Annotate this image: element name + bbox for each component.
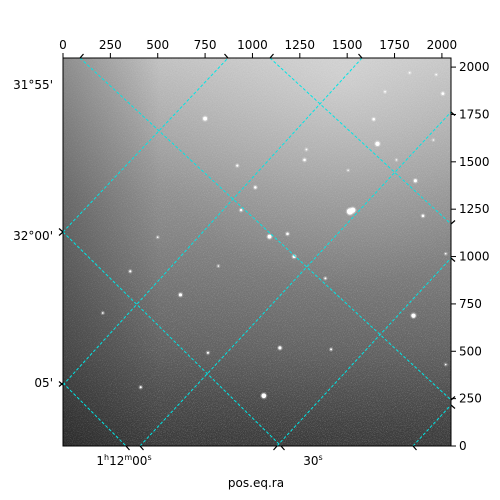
wcs-tick-15 [450, 257, 456, 262]
dec-tick-labels: 31°55' 32°00' 05' [13, 78, 53, 390]
top-tick-label-0: 0 [59, 38, 67, 52]
x-axis-title: pos.eq.ra [228, 476, 284, 490]
wcs-tick-4 [58, 231, 64, 236]
star-11 [178, 293, 183, 297]
top-tick-label-5: 1250 [285, 38, 316, 52]
top-tick-label-4: 1000 [237, 38, 268, 52]
top-tick-label-3: 750 [194, 38, 217, 52]
star-3 [375, 141, 380, 147]
wcs-ticks [58, 53, 456, 451]
star-14 [372, 117, 376, 121]
star-5 [411, 313, 416, 318]
dec-gridline-4 [276, 257, 451, 446]
star-23 [324, 277, 327, 280]
wcs-tick-5 [58, 228, 64, 233]
star-1 [350, 207, 356, 213]
star-24 [330, 348, 333, 351]
star-16 [305, 148, 308, 151]
dec-label-3: 05' [34, 376, 53, 390]
ra-tick-labels: 1h12m00s 30s [96, 453, 322, 468]
wcs-tick-3 [358, 53, 363, 59]
top-tick-label-1: 250 [99, 38, 122, 52]
star-21 [129, 270, 132, 273]
right-tick-label-4: 1000 [459, 250, 490, 264]
dec-gridline-3 [139, 111, 451, 446]
wcs-tick-12 [412, 445, 417, 451]
right-tick-label-2: 500 [459, 344, 482, 358]
wcs-tick-9 [139, 445, 144, 451]
wcs-tick-17 [450, 404, 456, 409]
top-tick-label-7: 1750 [379, 38, 410, 52]
ra-gridline-4 [269, 58, 451, 225]
star-15 [421, 214, 425, 218]
star-29 [101, 312, 104, 314]
wcs-tick-8 [125, 445, 130, 451]
coordinate-grid [63, 58, 451, 446]
top-tick-label-2: 500 [146, 38, 169, 52]
star-17 [441, 92, 445, 96]
wcs-tick-0 [79, 53, 84, 59]
right-tick-label-7: 1750 [459, 107, 490, 121]
star-32 [139, 386, 142, 389]
star-layer [100, 70, 448, 400]
right-tick-label-3: 750 [459, 297, 482, 311]
star-25 [156, 236, 159, 239]
wcs-tick-14 [450, 220, 456, 225]
star-12 [278, 346, 282, 350]
wcs-tick-13 [450, 111, 456, 116]
dec-label-1: 31°55' [13, 78, 53, 92]
wcs-tick-16 [450, 396, 456, 401]
right-tick-label-0: 0 [459, 439, 467, 453]
star-20 [384, 90, 386, 93]
top-tick-label-6: 1500 [332, 38, 363, 52]
wcs-tick-6 [58, 381, 64, 386]
star-22 [206, 351, 210, 354]
image-panel [63, 58, 451, 446]
star-19 [239, 208, 243, 212]
star-28 [444, 252, 447, 255]
ra-gridline-1 [79, 58, 451, 401]
plot-frame [62, 57, 452, 447]
star-13 [261, 393, 267, 399]
sky-left-shade [63, 58, 451, 446]
star-26 [408, 71, 411, 74]
wcs-tick-1 [224, 53, 229, 59]
wcs-tick-10 [273, 445, 278, 451]
star-18 [236, 164, 239, 167]
star-30 [347, 169, 349, 172]
star-10 [303, 158, 306, 162]
wcs-tick-11 [280, 445, 285, 451]
wcs-tick-7 [58, 382, 64, 387]
ra-label-2: 30s [303, 453, 322, 468]
ra-label-1: 1h12m00s [96, 453, 151, 468]
star-8 [253, 186, 257, 189]
star-27 [435, 73, 438, 76]
wcs-tick-2 [269, 53, 274, 59]
top-tick-label-8: 2000 [427, 38, 458, 52]
top-axis: 0 250 500 750 1000 1250 1500 1750 2000 [59, 38, 457, 58]
right-axis: 0 250 500 750 1000 1250 1500 1750 2000 [451, 60, 490, 453]
right-tick-label-8: 2000 [459, 60, 490, 74]
ra-gridline-2 [63, 231, 282, 446]
right-tick-label-5: 1250 [459, 202, 490, 216]
star-6 [267, 234, 272, 239]
dec-gridline-5 [412, 404, 451, 446]
star-9 [286, 232, 289, 236]
star-2 [203, 116, 208, 121]
star-34 [444, 363, 447, 366]
right-tick-label-6: 1500 [459, 155, 490, 169]
dec-label-2: 32°00' [13, 229, 53, 243]
dec-gridline-2 [63, 58, 363, 386]
star-33 [395, 159, 398, 161]
star-31 [217, 265, 220, 267]
star-35 [432, 139, 435, 141]
right-tick-label-1: 250 [459, 392, 482, 406]
star-4 [413, 179, 417, 183]
